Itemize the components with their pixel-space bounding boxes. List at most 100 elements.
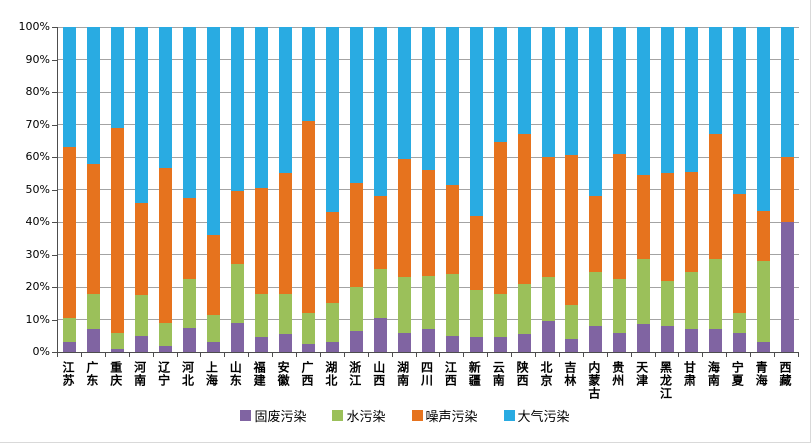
- bar-segment: [469, 337, 483, 352]
- bar-column: [445, 27, 459, 352]
- legend-label: 噪声污染: [425, 410, 478, 425]
- bar-segment: [661, 173, 675, 281]
- y-axis-tick: [52, 287, 57, 288]
- bar-segment: [708, 259, 722, 330]
- bar-segment: [182, 327, 196, 352]
- x-axis-label: 江西: [443, 361, 458, 387]
- legend-swatch-icon: [240, 410, 252, 421]
- y-axis-tick: [52, 222, 57, 223]
- bar-segment: [111, 127, 125, 333]
- x-axis-label: 内蒙古: [586, 361, 601, 400]
- y-axis-label: 20%: [25, 280, 50, 293]
- x-axis-label: 青海: [754, 361, 769, 387]
- bar-segment: [493, 337, 507, 352]
- bar-segment: [350, 27, 364, 183]
- x-axis-tick: [750, 353, 752, 357]
- bar-segment: [684, 272, 698, 330]
- bar-segment: [756, 27, 770, 211]
- bar-segment: [422, 329, 435, 352]
- x-axis-label: 广东: [84, 361, 99, 387]
- bar-segment: [445, 27, 459, 185]
- bar-column: [135, 27, 149, 352]
- bar-segment: [326, 27, 340, 213]
- bar-segment: [326, 342, 340, 352]
- bar-segment: [589, 27, 603, 196]
- bar-segment: [230, 27, 244, 192]
- bar-column: [589, 27, 603, 352]
- x-axis-label: 陕西: [515, 361, 530, 387]
- y-axis-tick: [52, 59, 57, 61]
- x-axis-tick: [319, 353, 321, 357]
- bar-segment: [302, 121, 316, 313]
- x-axis-tick: [343, 353, 345, 357]
- bar-segment: [589, 326, 603, 352]
- bar-segment: [63, 317, 77, 343]
- bar-segment: [182, 278, 196, 328]
- bar-column: [326, 27, 340, 352]
- bar-segment: [756, 342, 770, 352]
- legend-swatch-icon: [503, 410, 515, 421]
- x-axis-tick: [80, 353, 82, 357]
- bar-column: [613, 27, 627, 352]
- y-axis-tick: [52, 157, 57, 158]
- bar-segment: [780, 222, 794, 352]
- bar-segment: [517, 283, 531, 335]
- x-axis-label: 河南: [132, 361, 147, 387]
- bar-segment: [206, 27, 220, 235]
- bar-segment: [374, 27, 388, 196]
- bar-segment: [684, 329, 698, 352]
- bar-segment: [87, 163, 101, 294]
- bar-segment: [756, 261, 770, 343]
- bar-column: [206, 27, 220, 352]
- bar-segment: [206, 235, 220, 315]
- y-axis-label: 50%: [25, 182, 50, 196]
- bar-segment: [422, 275, 435, 330]
- bar-segment: [278, 293, 292, 335]
- x-axis-tick: [200, 353, 202, 357]
- bar-segment: [780, 157, 794, 222]
- y-axis-tick: [52, 254, 57, 256]
- bar-segment: [732, 27, 746, 195]
- bar-segment: [445, 335, 459, 352]
- bar-column: [350, 27, 364, 352]
- bar-segment: [684, 171, 698, 273]
- x-axis-label: 新疆: [467, 361, 482, 387]
- bar-column: [541, 27, 555, 352]
- x-axis-label: 云南: [491, 361, 506, 387]
- bar-segment: [206, 342, 220, 352]
- bar-segment: [661, 326, 675, 352]
- bar-column: [708, 27, 722, 352]
- bar-segment: [661, 280, 675, 326]
- y-axis-tick: [52, 124, 57, 126]
- y-axis-label: 30%: [25, 247, 50, 261]
- bar-column: [469, 27, 483, 352]
- x-axis-tick: [152, 353, 154, 357]
- x-axis-tick: [678, 353, 680, 357]
- bar-segment: [613, 278, 627, 333]
- bar-segment: [63, 27, 77, 148]
- bar-segment: [135, 202, 149, 296]
- x-axis-label: 西藏: [778, 361, 793, 387]
- x-axis-tick: [296, 353, 298, 357]
- bar-segment: [302, 27, 316, 122]
- y-axis-label: 90%: [25, 52, 50, 66]
- x-axis-tick: [535, 353, 537, 357]
- x-axis-tick: [248, 353, 250, 357]
- bar-segment: [589, 272, 603, 326]
- x-axis-tick: [272, 353, 274, 357]
- bar-segment: [230, 191, 244, 265]
- bar-column: [684, 27, 698, 352]
- plot-area: [57, 26, 799, 353]
- y-axis-label: 60%: [25, 150, 50, 163]
- bar-segment: [684, 27, 698, 172]
- bar-column: [182, 27, 196, 352]
- x-axis-label: 重庆: [108, 361, 123, 387]
- x-axis-label: 浙江: [347, 361, 362, 387]
- bar-column: [87, 27, 101, 352]
- bar-segment: [469, 290, 483, 338]
- bar-segment: [111, 348, 125, 352]
- bar-column: [254, 27, 268, 352]
- y-axis-tick: [52, 27, 57, 28]
- bar-segment: [230, 322, 244, 352]
